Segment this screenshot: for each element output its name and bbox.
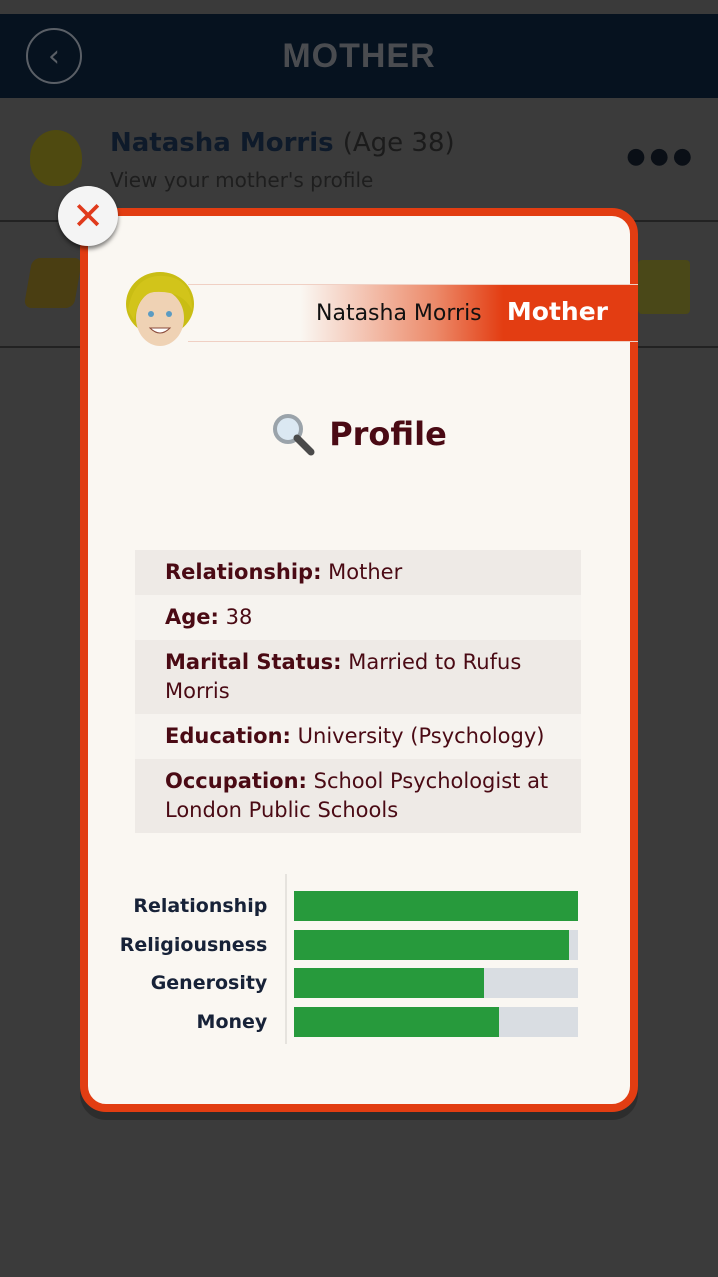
profile-modal: Natasha Morris Mother Profile Relationsh… (80, 208, 638, 1112)
profile-heading: Profile (88, 412, 630, 456)
stat-label: Religiousness (119, 933, 268, 956)
info-row: Occupation: School Psychologist at Londo… (135, 759, 581, 833)
close-x-icon: ✕ (72, 194, 104, 238)
avatar (126, 272, 194, 346)
person-age: (Age 38) (342, 128, 455, 158)
profile-banner: Natasha Morris Mother (188, 284, 638, 342)
info-row: Education: University (Psychology) (135, 714, 581, 759)
info-table: Relationship: Mother Age: 38 Marital Sta… (135, 550, 581, 833)
avatar (30, 130, 82, 186)
top-bar: ‹ MOTHER (0, 14, 718, 98)
stat-track (294, 929, 578, 960)
stat-fill (294, 968, 485, 999)
stat-row: Generosity (118, 964, 578, 1003)
close-button[interactable]: ✕ (58, 186, 118, 246)
stat-fill (294, 1006, 499, 1037)
bar-axis (285, 874, 287, 1044)
stat-label: Money (196, 1010, 268, 1033)
page-title: MOTHER (282, 36, 436, 75)
chevron-left-icon: ‹ (48, 38, 60, 74)
stat-track (294, 891, 578, 922)
stat-row: Money (118, 1003, 578, 1042)
stat-row: Religiousness (118, 926, 578, 965)
profile-title: Profile (329, 415, 447, 453)
stat-fill (294, 891, 578, 922)
stat-fill (294, 929, 570, 960)
person-name: Natasha Morris (110, 128, 334, 158)
list-item-subtitle: View your mother's profile (110, 168, 374, 192)
stat-row: Relationship (118, 887, 578, 926)
stat-track (294, 1006, 578, 1037)
info-row: Marital Status: Married to Rufus Morris (135, 640, 581, 714)
stat-track (294, 968, 578, 999)
back-button[interactable]: ‹ (26, 28, 82, 84)
status-bar (0, 0, 718, 14)
stat-label: Generosity (150, 972, 268, 995)
more-dots-icon[interactable]: ●●● (626, 144, 696, 169)
pen-icon (23, 258, 83, 308)
stats-bars: Relationship Religiousness Generosity Mo… (118, 874, 578, 1044)
banner-relation: Mother (506, 297, 608, 326)
list-item-mother[interactable]: Natasha Morris (Age 38) View your mother… (0, 98, 718, 222)
info-row: Relationship: Mother (135, 550, 581, 595)
badge-icon (638, 260, 690, 314)
stat-label: Relationship (133, 895, 268, 918)
info-row: Age: 38 (135, 595, 581, 640)
banner-name: Natasha Morris (316, 301, 482, 326)
magnifier-icon (273, 414, 315, 456)
